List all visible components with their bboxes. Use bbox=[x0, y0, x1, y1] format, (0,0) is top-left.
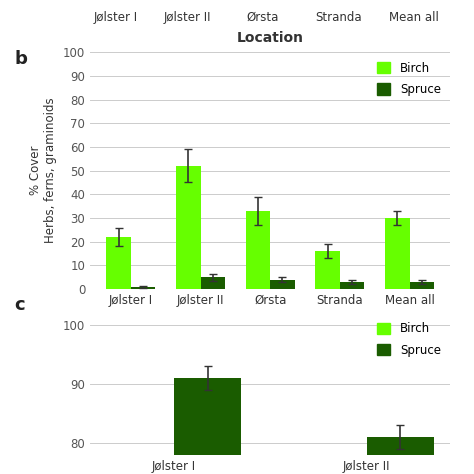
Text: Jølster I: Jølster I bbox=[93, 11, 137, 24]
Text: c: c bbox=[14, 296, 25, 314]
Bar bbox=[246, 211, 270, 289]
Text: Mean all: Mean all bbox=[389, 11, 439, 24]
Bar bbox=[201, 277, 225, 289]
Bar bbox=[316, 251, 340, 289]
Text: Stranda: Stranda bbox=[315, 11, 362, 24]
Y-axis label: % Cover
Herbs, ferns, graminoids: % Cover Herbs, ferns, graminoids bbox=[29, 98, 57, 244]
Bar bbox=[366, 438, 434, 474]
Bar bbox=[107, 237, 131, 289]
Bar bbox=[174, 378, 241, 474]
Bar bbox=[340, 282, 364, 289]
Legend: Birch, Spruce: Birch, Spruce bbox=[374, 58, 445, 100]
Text: Location: Location bbox=[237, 31, 304, 46]
X-axis label: Location: Location bbox=[237, 315, 304, 329]
Text: Ørsta: Ørsta bbox=[247, 11, 279, 24]
Bar bbox=[176, 166, 201, 289]
Bar bbox=[410, 282, 434, 289]
Bar bbox=[270, 280, 294, 289]
Bar bbox=[385, 218, 410, 289]
Legend: Birch, Spruce: Birch, Spruce bbox=[374, 319, 445, 360]
Text: Jølster II: Jølster II bbox=[164, 11, 211, 24]
Bar bbox=[131, 287, 155, 289]
Text: b: b bbox=[14, 50, 27, 68]
